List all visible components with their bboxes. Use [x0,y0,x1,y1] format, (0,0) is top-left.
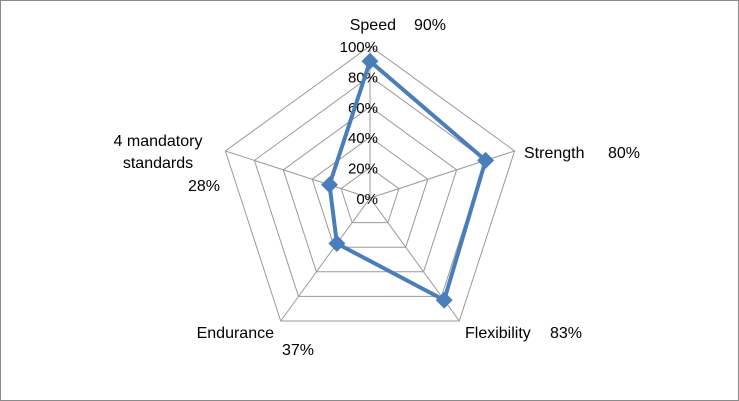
data-point-flexibility [435,291,453,309]
grid-ring-100 [224,45,516,322]
tick-label-20: 20% [348,161,378,178]
category-label-endurance: Endurance [197,325,274,342]
spoke-strength [369,150,515,199]
category-label-mandatory-line1: 4 mandatory [114,133,203,150]
tick-label-40: 40% [348,130,378,147]
category-name-flexibility: Flexibility [465,325,531,342]
tick-label-0: 0% [356,191,378,208]
value-label-speed: 90% [414,17,446,34]
category-label-speed: Speed [350,17,396,34]
value-label-strength: 80% [608,145,640,162]
grid-ring-40 [311,136,429,248]
category-name-strength: Strength [524,145,584,162]
value-label-mandatory: 28% [188,178,220,195]
data-point-4-mandatory-standards [321,176,338,194]
grid-ring-60 [282,106,458,273]
series-1 [321,52,495,309]
series-line [327,59,488,303]
axis-tick-labels: 0% 20% 40% 60% 80% 100% [340,39,378,208]
spoke-endurance [280,197,371,322]
tick-label-100: 100% [340,39,378,56]
category-name-speed: Speed [350,17,396,34]
data-point-endurance [328,235,346,252]
category-label-mandatory-line2: standards [123,155,193,172]
category-label-strength: Strength [524,145,584,162]
value-label-flexibility: 83% [550,325,582,342]
spoke-4-mandatory-standards [225,150,371,199]
data-point-strength [477,151,495,169]
value-label-endurance: 37% [282,342,314,359]
grid-ring-20 [340,166,400,224]
radar-grid [224,45,516,322]
category-label-flexibility: Flexibility [465,325,531,342]
category-labels: Speed 90% Strength 80% Flexibility 83% E… [114,17,641,359]
